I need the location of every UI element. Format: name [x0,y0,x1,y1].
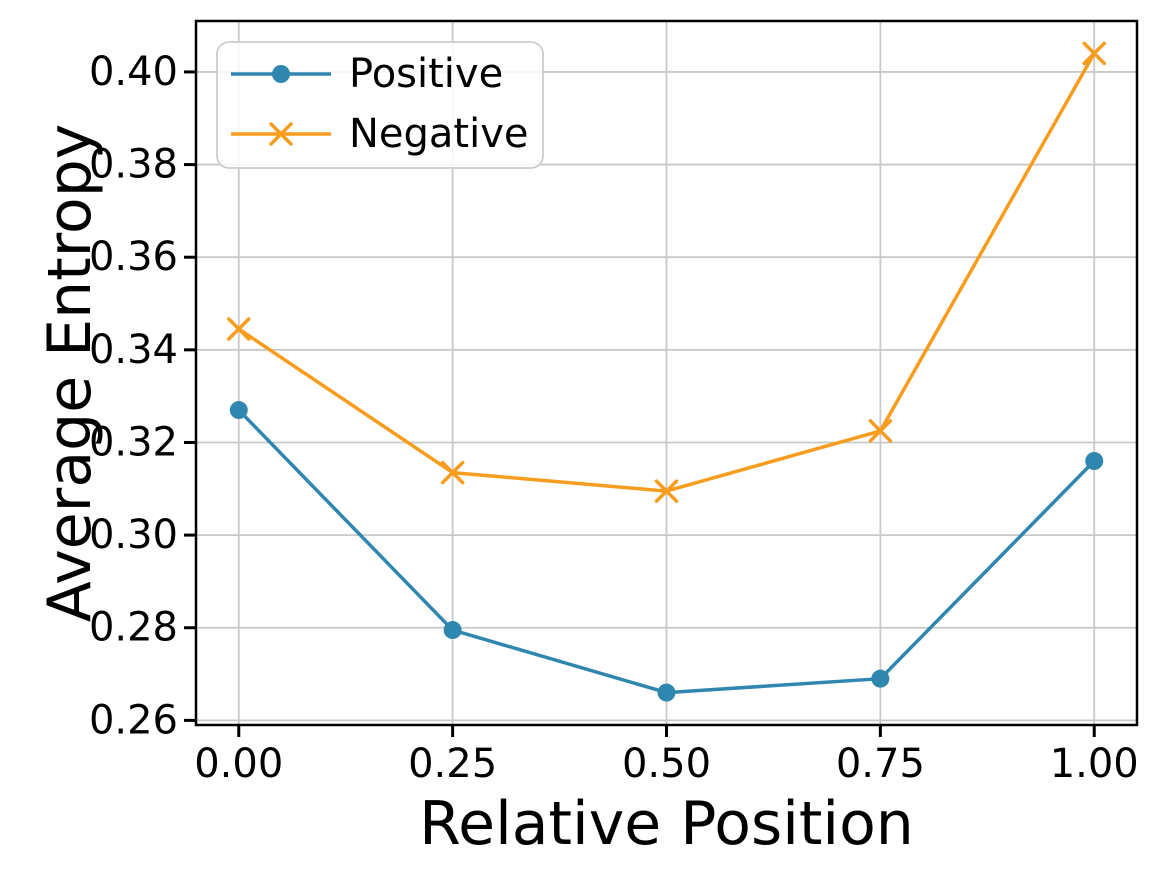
y-tick-label-0.36: 0.36 [89,234,178,280]
x-tick-label-0.00: 0.00 [194,741,283,787]
x-tick-label-0.75: 0.75 [836,741,925,787]
y-axis-label: Average Entropy [35,124,105,623]
data-point-positive-4 [1085,452,1104,470]
legend-item-positive: Positive [231,51,503,97]
y-tick-label-0.40: 0.40 [89,49,178,95]
data-point-positive-1 [443,621,462,640]
legend-marker-x [269,122,293,146]
plot-area [227,41,1106,702]
x-tick-label-0.25: 0.25 [408,741,497,787]
data-point-negative-2 [654,479,679,503]
x-tick-label-1.00: 1.00 [1050,741,1139,787]
x-axis-label: Relative Position [419,789,914,859]
series-positive [229,401,1104,702]
y-tick-label-0.32: 0.32 [89,419,178,465]
data-point-positive-0 [229,401,248,420]
data-point-positive-3 [871,669,890,688]
series-negative [227,41,1106,503]
data-point-negative-3 [868,419,893,443]
y-tick-label-0.38: 0.38 [89,142,178,188]
data-point-negative-1 [440,460,465,485]
y-tick-label-0.34: 0.34 [89,327,178,373]
y-tick-label-0.28: 0.28 [89,605,178,651]
data-point-negative-0 [227,317,251,341]
y-tick-label-0.30: 0.30 [89,512,178,558]
data-point-negative-4 [1082,41,1106,66]
data-point-positive-2 [657,683,676,702]
axes-ticks: 0.00 0.25 0.50 0.75 1.00 0.26 0.28 0.30 0.32 0.34… [89,49,1139,787]
legend: Positive Negative [216,41,544,169]
y-tick-label-0.26: 0.26 [89,697,178,743]
legend-label: Negative [349,111,529,157]
legend-label: Positive [349,51,503,97]
x-tick-label-0.50: 0.50 [622,741,711,787]
legend-marker-circle [272,65,290,83]
legend-item-negative: Negative [231,111,529,157]
